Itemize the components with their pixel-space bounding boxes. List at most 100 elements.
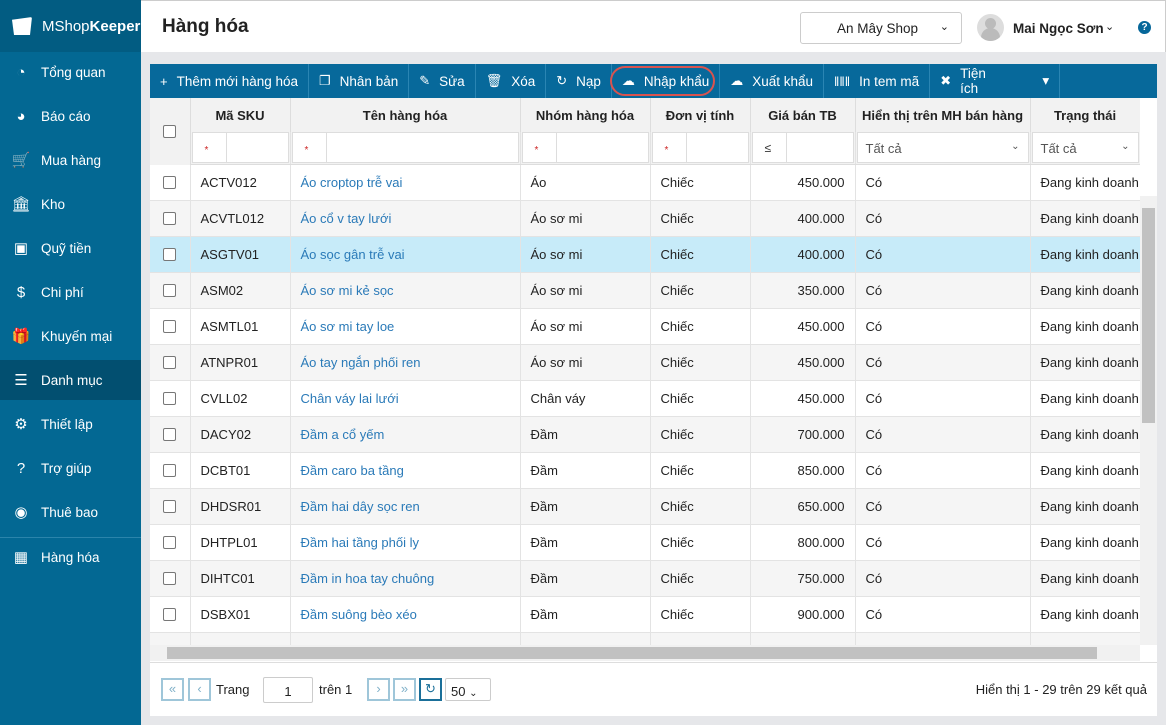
filter-select[interactable]: Tất cả ⌄ <box>856 132 1029 163</box>
avatar[interactable] <box>977 14 1004 41</box>
toolbar-button-1[interactable]: ❐ Nhân bản <box>309 64 410 98</box>
row-checkbox[interactable] <box>163 608 177 621</box>
sidebar-item-11[interactable]: ▦ Hàng hóa <box>0 537 141 577</box>
column-header[interactable]: Giá bán TB <box>750 98 856 132</box>
filter-operator[interactable]: * <box>293 133 327 162</box>
toolbar-button-label: Nạp <box>576 73 601 89</box>
display-cell: Có <box>855 416 1031 453</box>
name-link[interactable]: Đầm in hoa tay chuông <box>290 560 521 597</box>
toolbar-button-4[interactable]: ↻ Nạp <box>546 64 612 98</box>
filter-input[interactable]: * <box>651 132 749 163</box>
refresh-icon[interactable]: ↻ <box>419 678 442 701</box>
row-checkbox[interactable] <box>163 356 177 369</box>
horizontal-scrollbar[interactable] <box>150 645 1140 661</box>
vertical-scrollbar[interactable] <box>1140 196 1157 645</box>
sidebar-item-6[interactable]: 🎁 Khuyến mại <box>0 316 141 356</box>
row-checkbox[interactable] <box>163 572 177 585</box>
row-checkbox[interactable] <box>163 392 177 405</box>
name-link[interactable]: Đầm hai tầng phối ly <box>290 524 521 561</box>
table-row[interactable]: ATNPR01 Áo tay ngắn phối ren Áo sơ mi Chiếc… <box>150 344 1140 381</box>
toolbar-button-5[interactable]: ☁ Nhập khẩu <box>612 64 721 98</box>
name-link[interactable]: Đầm hai dây sọc ren <box>290 488 521 525</box>
sidebar-item-7[interactable]: ☰ Danh mục <box>0 360 141 400</box>
sidebar-item-3[interactable]: 🏛 Kho <box>0 184 141 224</box>
filter-operator[interactable]: ≤ <box>753 133 787 162</box>
column-header[interactable]: Mã SKU <box>190 98 291 132</box>
toolbar-button-6[interactable]: ☁ Xuất khẩu <box>720 64 825 98</box>
row-checkbox[interactable] <box>163 500 177 513</box>
filter-select[interactable]: Tất cả ⌄ <box>1031 132 1139 163</box>
first-page-button[interactable]: « <box>161 678 184 701</box>
name-link[interactable]: Áo sơ mi tay loe <box>290 308 521 345</box>
row-checkbox[interactable] <box>163 248 177 261</box>
table-row[interactable]: DHTPL01 Đầm hai tầng phối ly Đầm Chiếc 800.0… <box>150 524 1140 561</box>
caret-down-icon[interactable]: ▾ <box>1042 73 1050 88</box>
toolbar-button-3[interactable]: 🗑 Xóa <box>476 64 547 98</box>
name-link[interactable]: Áo tay ngắn phối ren <box>290 344 521 381</box>
toolbar-button-2[interactable]: ✎ Sửa <box>409 64 476 98</box>
name-link[interactable]: Đầm suông bèo xéo <box>290 596 521 633</box>
filter-input[interactable]: ≤ <box>751 132 854 163</box>
table-row[interactable]: ACTV012 Áo croptop trễ vai Áo Chiếc 450.000 C… <box>150 164 1140 201</box>
row-checkbox[interactable] <box>163 284 177 297</box>
table-row[interactable]: CVLL02 Chân váy lai lưới Chân váy Chiếc 450.… <box>150 380 1140 417</box>
column-header[interactable]: Trạng thái <box>1030 98 1140 132</box>
prev-page-button[interactable]: ‹ <box>188 678 211 701</box>
name-link[interactable]: Áo cổ v tay lưới <box>290 200 521 237</box>
column-header[interactable]: Hiển thị trên MH bán hàng <box>855 98 1031 132</box>
sidebar-item-4[interactable]: ▣ Quỹ tiền <box>0 228 141 268</box>
sidebar-item-1[interactable]: ◕ Báo cáo <box>0 96 141 136</box>
table-row[interactable]: DHDSR01 Đầm hai dây sọc ren Đầm Chiếc 650.00… <box>150 488 1140 525</box>
filter-operator[interactable]: * <box>193 133 227 162</box>
table-row[interactable]: ASM02 Áo sơ mi kẻ sọc Áo sơ mi Chiếc 350.000… <box>150 272 1140 309</box>
sidebar-item-0[interactable]: ◔ Tổng quan <box>0 52 141 92</box>
page-input[interactable]: 1 <box>263 677 313 703</box>
last-page-button[interactable]: » <box>393 678 416 701</box>
sidebar-item-10[interactable]: ◉ Thuê bao <box>0 492 141 532</box>
row-checkbox[interactable] <box>163 464 177 477</box>
name-link[interactable]: Chân váy lai lưới <box>290 380 521 417</box>
filter-input[interactable]: * <box>521 132 649 163</box>
next-page-button[interactable]: › <box>367 678 390 701</box>
filter-input[interactable]: * <box>291 132 519 163</box>
toolbar-button-label: Sửa <box>439 73 465 89</box>
shop-select[interactable]: An Mây Shop ⌄ <box>800 12 962 44</box>
toolbar-button-7[interactable]: ‖‖‖ In tem mã <box>824 64 931 98</box>
logo[interactable]: MShop Keeper <box>0 0 141 52</box>
filter-input[interactable]: * <box>191 132 289 163</box>
sidebar-item-9[interactable]: ? Trợ giúp <box>0 448 141 488</box>
row-checkbox[interactable] <box>163 536 177 549</box>
column-header[interactable]: Đơn vị tính <box>650 98 751 132</box>
sidebar-item-5[interactable]: $ Chi phí <box>0 272 141 312</box>
table-row[interactable]: DCBT01 Đầm caro ba tầng Đầm Chiếc 850.000 Có Đ… <box>150 452 1140 489</box>
name-link[interactable]: Áo sơ mi kẻ sọc <box>290 272 521 309</box>
group-cell: Chân váy <box>520 380 651 417</box>
table-row[interactable]: DSBX01 Đầm suông bèo xéo Đầm Chiếc 900.000 Có… <box>150 596 1140 633</box>
row-checkbox[interactable] <box>163 175 177 189</box>
sidebar-item-8[interactable]: ⚙ Thiết lập <box>0 404 141 444</box>
table-row[interactable]: ACVTL012 Áo cổ v tay lưới Áo sơ mi Chiếc 400… <box>150 200 1140 237</box>
column-header[interactable]: Tên hàng hóa <box>290 98 521 132</box>
page-size-select[interactable]: 50 ⌄ <box>445 678 491 701</box>
toolbar-button-0[interactable]: + Thêm mới hàng hóa <box>150 64 310 98</box>
filter-operator[interactable]: * <box>523 133 557 162</box>
table-row[interactable]: DIHTC01 Đầm in hoa tay chuông Đầm Chiếc 750.… <box>150 560 1140 597</box>
sidebar-item-2[interactable]: 🛒 Mua hàng <box>0 140 141 180</box>
row-checkbox[interactable] <box>163 212 177 225</box>
column-header[interactable]: Nhóm hàng hóa <box>520 98 651 132</box>
user-name[interactable]: Mai Ngọc Sơn <box>1013 21 1104 36</box>
chevron-down-icon[interactable]: ⌄ <box>1105 21 1115 33</box>
name-link[interactable]: Áo croptop trễ vai <box>290 164 521 201</box>
table-row[interactable]: DACY02 Đầm a cổ yếm Đầm Chiếc 700.000 Có Đang … <box>150 416 1140 453</box>
table-row[interactable]: ASGTV01 Áo sọc gân trễ vai Áo sơ mi Chiếc 40… <box>150 236 1140 273</box>
table-row[interactable]: ASMTL01 Áo sơ mi tay loe Áo sơ mi Chiếc 450.… <box>150 308 1140 345</box>
filter-operator[interactable]: * <box>653 133 687 162</box>
row-checkbox[interactable] <box>163 320 177 333</box>
select-all-checkbox[interactable] <box>163 124 177 138</box>
name-link[interactable]: Áo sọc gân trễ vai <box>290 236 521 273</box>
name-link[interactable]: Đầm caro ba tầng <box>290 452 521 489</box>
name-link[interactable]: Đầm a cổ yếm <box>290 416 521 453</box>
toolbar-button-8[interactable]: ✖ Tiện ích ▾ <box>930 64 1061 98</box>
help-icon[interactable]: ? <box>1138 21 1151 34</box>
row-checkbox[interactable] <box>163 428 177 441</box>
